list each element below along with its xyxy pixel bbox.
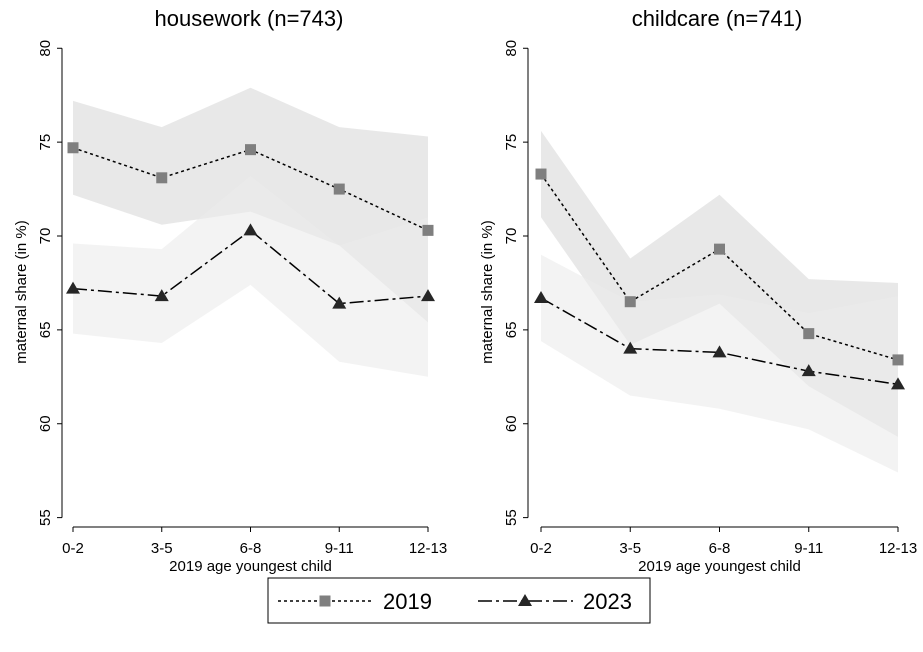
marker <box>421 289 435 302</box>
marker <box>67 142 79 154</box>
marker <box>245 144 256 156</box>
y-axis-label: maternal share (in %) <box>479 220 496 363</box>
x-tick-label: 6-8 <box>240 540 262 557</box>
y-tick-label: 80 <box>37 40 54 57</box>
panel: 55 60 65 70 75 80 0-2 3-5 6-8 9-11 12-13 housework … <box>13 6 447 575</box>
legend-box <box>267 577 651 624</box>
legend-label: 2019 <box>383 589 432 614</box>
marker <box>623 341 638 354</box>
y-tick-label: 65 <box>37 322 54 339</box>
marker <box>534 290 548 303</box>
marker <box>319 595 331 607</box>
marker <box>66 281 80 294</box>
legend-label: 2023 <box>583 589 632 614</box>
y-tick-label: 75 <box>503 134 520 151</box>
confidence-band <box>73 175 428 377</box>
series-line <box>72 229 429 305</box>
marker <box>801 364 816 377</box>
chart-title: childcare (n=741) <box>632 6 803 31</box>
marker <box>333 183 345 195</box>
y-tick-label: 60 <box>503 415 520 432</box>
marker <box>892 354 904 366</box>
y-tick-label: 55 <box>37 509 54 526</box>
marker <box>243 223 258 236</box>
y-tick-label: 80 <box>503 40 520 57</box>
series-line <box>540 297 899 386</box>
marker <box>714 243 725 255</box>
marker <box>518 594 532 606</box>
x-tick-label: 9-11 <box>325 540 354 557</box>
marker <box>332 296 347 309</box>
y-tick-label: 70 <box>503 228 520 245</box>
y-axis-label: maternal share (in %) <box>13 220 30 363</box>
marker <box>154 289 169 302</box>
x-tick-label: 12-13 <box>879 540 917 557</box>
x-tick-label: 9-11 <box>794 540 823 557</box>
marker <box>535 168 547 180</box>
x-tick-label: 0-2 <box>62 540 84 557</box>
x-tick-label: 12-13 <box>409 540 447 557</box>
x-axis-label: 2019 age youngest child <box>638 558 801 575</box>
marker <box>156 172 168 184</box>
marker <box>624 296 636 308</box>
x-tick-label: 3-5 <box>151 540 173 557</box>
y-tick-label: 70 <box>37 228 54 245</box>
panel: 55 60 65 70 75 80 0-2 3-5 6-8 9-11 12-13 childcare … <box>479 6 917 575</box>
y-tick-label: 55 <box>503 509 520 526</box>
y-tick-label: 65 <box>503 322 520 339</box>
chart-title: housework (n=743) <box>155 6 344 31</box>
confidence-band <box>541 254 898 473</box>
x-tick-label: 6-8 <box>709 540 731 557</box>
x-axis-label: 2019 age youngest child <box>169 558 332 575</box>
marker <box>803 328 815 340</box>
marker <box>891 377 905 390</box>
y-tick-label: 75 <box>37 134 54 151</box>
marker <box>422 224 434 236</box>
y-tick-label: 60 <box>37 415 54 432</box>
x-tick-label: 0-2 <box>530 540 552 557</box>
marker <box>712 345 727 358</box>
x-tick-label: 3-5 <box>619 540 641 557</box>
